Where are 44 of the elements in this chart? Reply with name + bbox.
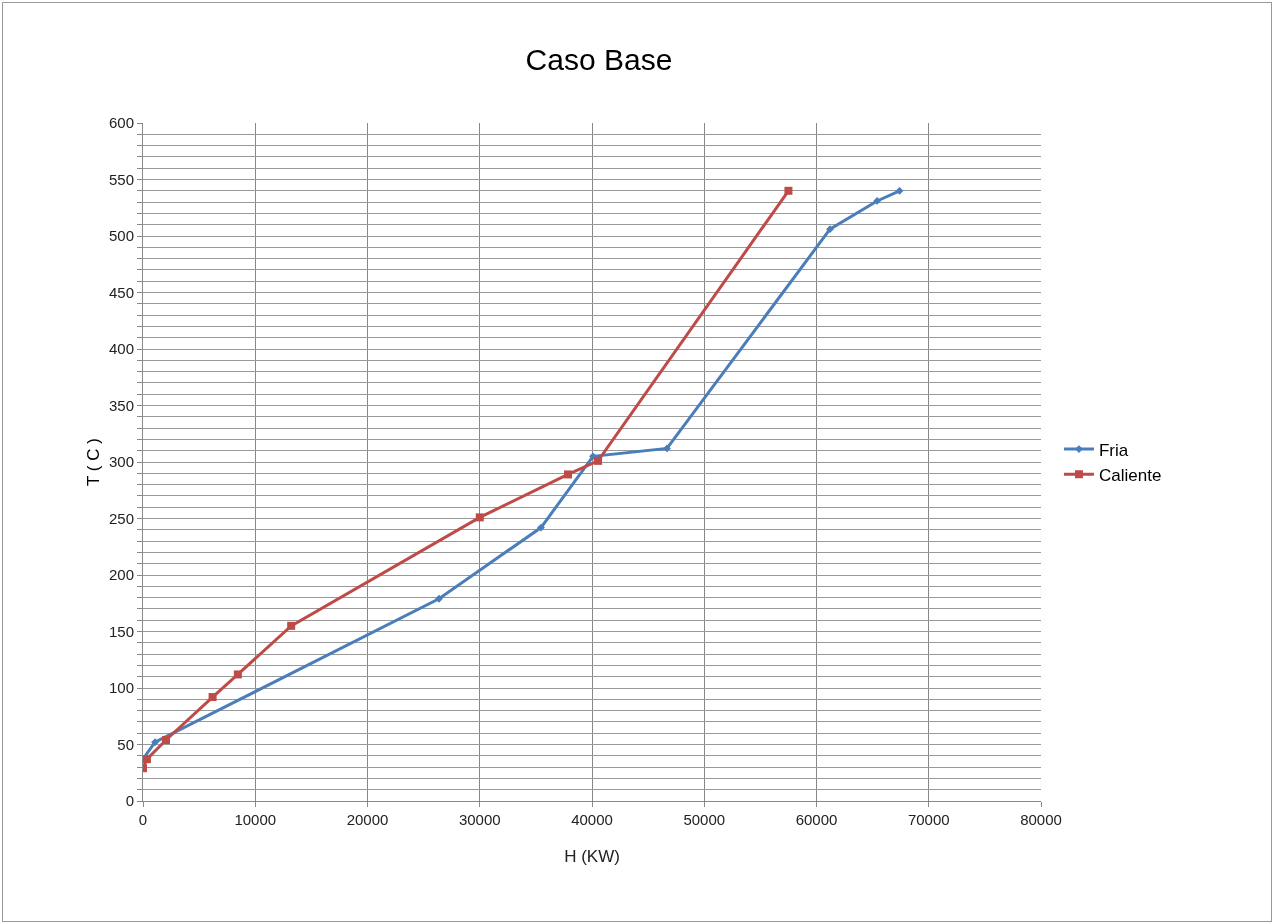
x-axis-title: H (KW)	[564, 847, 620, 866]
chart-title: Caso Base	[525, 42, 673, 76]
point	[784, 186, 793, 195]
legend-label: Fria	[1098, 440, 1129, 460]
point	[151, 738, 159, 747]
point	[208, 693, 217, 702]
x-tick-label: 10000	[234, 811, 277, 828]
y-tick-label: 200	[108, 566, 134, 584]
point	[537, 523, 545, 532]
point	[287, 621, 296, 630]
point	[233, 670, 242, 679]
point	[663, 444, 671, 453]
y-tick-label: 300	[108, 453, 134, 471]
point	[873, 197, 882, 205]
y-tick-label: 150	[108, 622, 134, 640]
y-tick-label: 450	[108, 283, 134, 301]
x-tick-label: 60000	[795, 811, 838, 828]
x-tick-label: 20000	[346, 811, 389, 828]
point	[435, 594, 443, 603]
y-tick-label: 500	[108, 227, 134, 245]
y-tick-label: 600	[108, 114, 134, 132]
y-tick-label: 400	[108, 340, 134, 358]
legend-label: Caliente	[1098, 465, 1162, 485]
y-tick-label: 550	[108, 170, 134, 188]
x-tick-label: 80000	[1020, 811, 1062, 828]
point	[589, 452, 597, 461]
y-tick-label: 50	[117, 735, 134, 753]
y-tick-label: 350	[108, 396, 134, 414]
point	[162, 735, 171, 744]
y-tick-label: 250	[108, 509, 134, 527]
point	[563, 470, 572, 479]
point	[895, 186, 904, 195]
x-tick-label: 0	[138, 811, 148, 828]
y-axis-title: T ( C )	[84, 438, 103, 486]
x-tick-label: 40000	[571, 811, 613, 828]
point	[594, 456, 603, 465]
point	[143, 755, 151, 764]
x-tick-label: 70000	[907, 811, 950, 828]
x-tick-label: 50000	[683, 811, 726, 828]
point	[475, 513, 484, 522]
point	[826, 225, 834, 234]
y-tick-label: 0	[125, 792, 134, 810]
x-tick-label: 30000	[458, 811, 501, 828]
y-tick-label: 100	[108, 679, 134, 697]
